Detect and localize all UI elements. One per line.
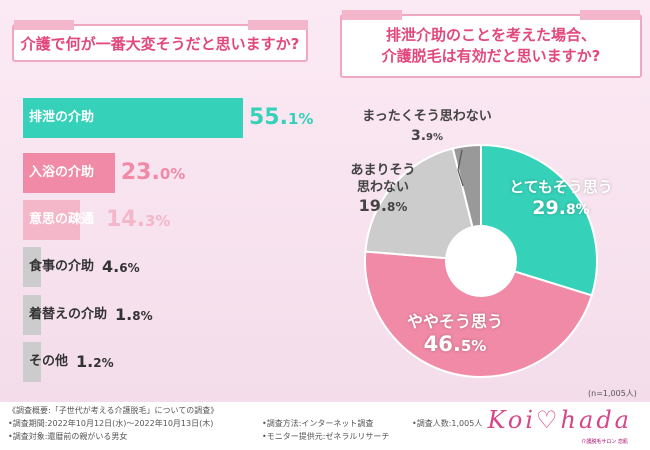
bar-value-label: 1.8% (115, 295, 153, 335)
sample-size-note: (n=1,005人) (588, 389, 637, 398)
bar-value-decimal: 3% (144, 212, 171, 230)
pie-title-line-2: 介護脱毛は有効だと思いますか? (381, 47, 601, 65)
pie-slice-value: 46.5% (395, 332, 515, 356)
pie-slice (364, 147, 483, 263)
pie-value-decimal: 8% (386, 200, 408, 214)
bar (23, 200, 81, 240)
pie-slice-name: 思わない (356, 180, 409, 195)
bar (23, 342, 41, 382)
survey-method: •調査方法:インターネット調査 (262, 419, 374, 428)
pie-value-integer: 46. (423, 332, 461, 356)
bar-value-label: 55.1% (249, 98, 313, 138)
pie-slice-name: とてもそう思う (509, 178, 613, 196)
pie-slice-name: まったくそう思わない (362, 109, 492, 124)
pie-slice-value: 3.9% (352, 125, 502, 144)
pie-chart-title: 排泄介助のことを考えた場合、 介護脱毛は有効だと思いますか? (340, 14, 642, 78)
pie-value-integer: 29. (532, 197, 566, 219)
ribbon-decoration (342, 10, 402, 20)
pie-slice-label: まったくそう思わない 3.9% (352, 108, 502, 144)
bar (23, 295, 41, 335)
bar-value-integer: 1. (115, 305, 133, 324)
pie-value-integer: 19. (358, 196, 387, 215)
pie-value-decimal: 9% (426, 132, 444, 143)
bar-value-label: 14.3% (106, 200, 170, 240)
pie-slice-label: あまりそう思わない 19.8% (338, 162, 428, 215)
bar-value-integer: 4. (102, 257, 120, 276)
survey-target: •調査対象:還暦前の親がいる男女 (8, 432, 128, 441)
bar (23, 98, 243, 138)
survey-count: •調査人数:1,005人 (412, 419, 483, 428)
bar-value-integer: 14. (106, 207, 145, 232)
pie-center-hole (445, 225, 517, 297)
pie-slice-name: あまりそう (350, 163, 416, 178)
bar-value-decimal: 8% (132, 309, 153, 323)
bar-chart-title-text: 介護で何が一番大変そうだと思いますか? (20, 34, 300, 53)
koihada-logo: Koi♡hada (487, 406, 632, 434)
pie-value-decimal: 5% (460, 337, 487, 355)
bar-category-label: 意思の疎通 (29, 212, 95, 227)
ribbon-decoration (14, 20, 74, 30)
bar-value-decimal: 6% (119, 261, 140, 275)
koihada-logo-subtitle: 介護脱毛サロン 恋肌 (581, 439, 628, 445)
pie-chart (364, 143, 598, 378)
pie-slice (364, 250, 594, 378)
pie-slice-label: ややそう思う 46.5% (395, 312, 515, 356)
pie-slice-value: 19.8% (338, 196, 428, 215)
bar-value-decimal: 2% (93, 356, 114, 370)
bar-category-label: 食事の介助 (29, 259, 95, 274)
survey-period: •調査期間:2022年10月12日(水)〜2022年10月13日(木) (8, 419, 214, 428)
bar-value-decimal: 1% (287, 110, 314, 128)
ribbon-decoration (248, 20, 308, 30)
pie-slice-value: 29.8% (506, 197, 616, 219)
footer (0, 402, 650, 450)
bar (23, 153, 115, 193)
pie-value-integer: 3. (410, 128, 427, 144)
bar-value-integer: 55. (249, 105, 288, 130)
pie-slice-name: ややそう思う (406, 312, 503, 331)
bar-category-label: その他 (29, 354, 69, 369)
bar-category-label: 着替えの介助 (29, 307, 108, 322)
pie-value-decimal: 8% (565, 202, 590, 218)
survey-outline: 《調査概要:「子世代が考える介護脱毛」についての調査》 (8, 406, 219, 415)
bar (23, 247, 42, 287)
pie-slice-label: とてもそう思う 29.8% (506, 178, 616, 219)
bar-value-label: 1.2% (76, 342, 114, 382)
bar-value-integer: 23. (120, 160, 160, 185)
pie-title-line-1: 排泄介助のことを考えた場合、 (385, 26, 596, 44)
monitor-provider: •モニター提供元:ゼネラルリサーチ (262, 432, 390, 441)
bar-category-label: 入浴の介助 (29, 165, 95, 180)
pie-leader-line (457, 149, 464, 187)
bar-value-label: 4.6% (102, 247, 140, 287)
bar-chart-title: 介護で何が一番大変そうだと思いますか? (12, 24, 308, 62)
ribbon-decoration (580, 10, 640, 20)
bar-category-label: 排泄の介助 (29, 110, 95, 125)
bar-value-decimal: 0% (159, 165, 186, 183)
bar-value-integer: 1. (76, 352, 94, 371)
bar-value-label: 23.0% (121, 153, 185, 193)
